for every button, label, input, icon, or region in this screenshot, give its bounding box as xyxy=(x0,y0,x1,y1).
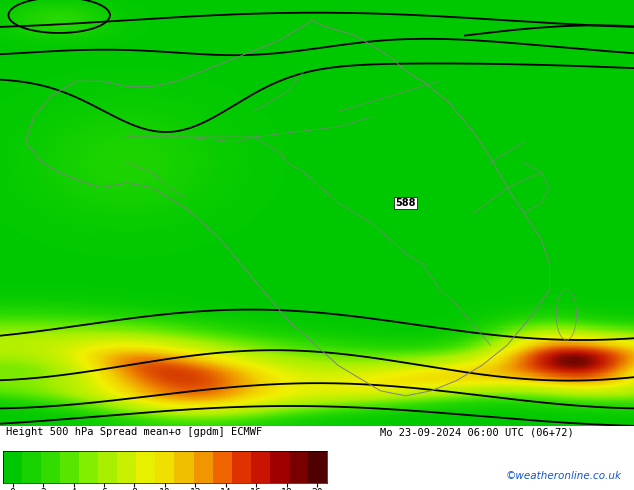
Text: 588: 588 xyxy=(396,198,416,208)
Text: Height 500 hPa Spread mean+σ [gpdm] ECMWF: Height 500 hPa Spread mean+σ [gpdm] ECMW… xyxy=(6,427,262,438)
Text: ©weatheronline.co.uk: ©weatheronline.co.uk xyxy=(506,470,622,481)
Text: Mo 23-09-2024 06:00 UTC (06+72): Mo 23-09-2024 06:00 UTC (06+72) xyxy=(380,427,574,438)
